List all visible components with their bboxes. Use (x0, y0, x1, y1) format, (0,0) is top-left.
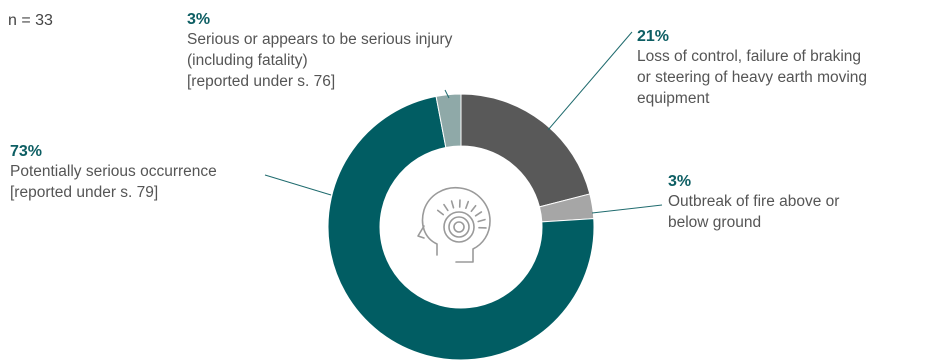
leader-line-0 (547, 31, 633, 131)
donut-slice-2 (327, 95, 595, 360)
slice-description-label-1-1: below ground (668, 214, 761, 231)
donut-slice-0 (460, 93, 591, 208)
sample-size-label: n = 33 (8, 12, 53, 29)
donut-slice-3 (435, 93, 462, 149)
icon-ray (443, 203, 449, 212)
icon-ray (450, 200, 455, 209)
slice-description-label-0-2: equipment (637, 90, 710, 107)
slice-description-label-0-0: Loss of control, failure of braking (637, 48, 861, 65)
slice-percent-label-2: 73% (10, 143, 42, 160)
slice-description-label-3-0: Serious or appears to be serious injury (187, 31, 453, 48)
leader-line-2 (264, 174, 332, 196)
icon-ray (436, 209, 445, 216)
leader-line-1 (591, 204, 663, 214)
head-brain-icon (417, 186, 491, 263)
icon-ray (477, 218, 486, 223)
slice-description-label-1-0: Outbreak of fire above or (668, 193, 839, 210)
slice-percent-label-3: 3% (187, 11, 210, 28)
leader-line-3 (444, 89, 450, 99)
slice-percent-label-1: 3% (668, 173, 691, 190)
icon-ray (470, 204, 477, 213)
slice-description-label-2-0: Potentially serious occurrence (10, 163, 217, 180)
slice-description-label-2-1: [reported under s. 79] (10, 184, 158, 201)
slice-description-label-3-1: (including fatality) (187, 52, 308, 69)
slice-description-label-0-1: or steering of heavy earth moving (637, 69, 867, 86)
slice-description-label-3-2: [reported under s. 76] (187, 73, 335, 90)
icon-ray (465, 200, 470, 210)
icon-ray (474, 211, 483, 217)
slice-percent-label-0: 21% (637, 28, 669, 45)
